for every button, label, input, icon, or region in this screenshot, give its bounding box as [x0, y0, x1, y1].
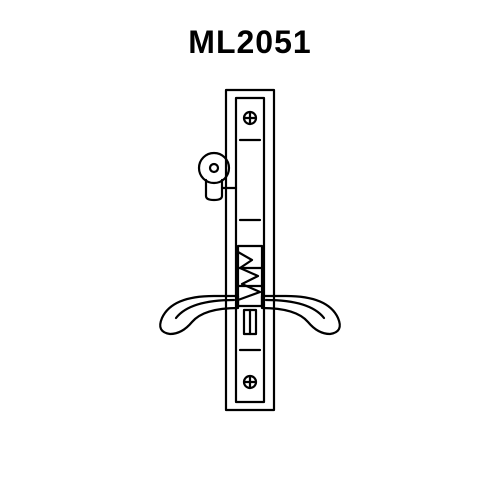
lock-faceplate-outer — [226, 90, 274, 410]
diagram-container: ML2051 — [0, 0, 500, 500]
lock-faceplate-inner — [236, 98, 264, 402]
spindle-slot-icon — [244, 310, 256, 334]
key-cylinder-icon — [199, 153, 236, 200]
latch-mechanism-icon — [238, 246, 262, 306]
lock-diagram — [0, 0, 500, 500]
screw-bottom-icon — [244, 376, 256, 388]
screw-top-icon — [244, 112, 256, 124]
